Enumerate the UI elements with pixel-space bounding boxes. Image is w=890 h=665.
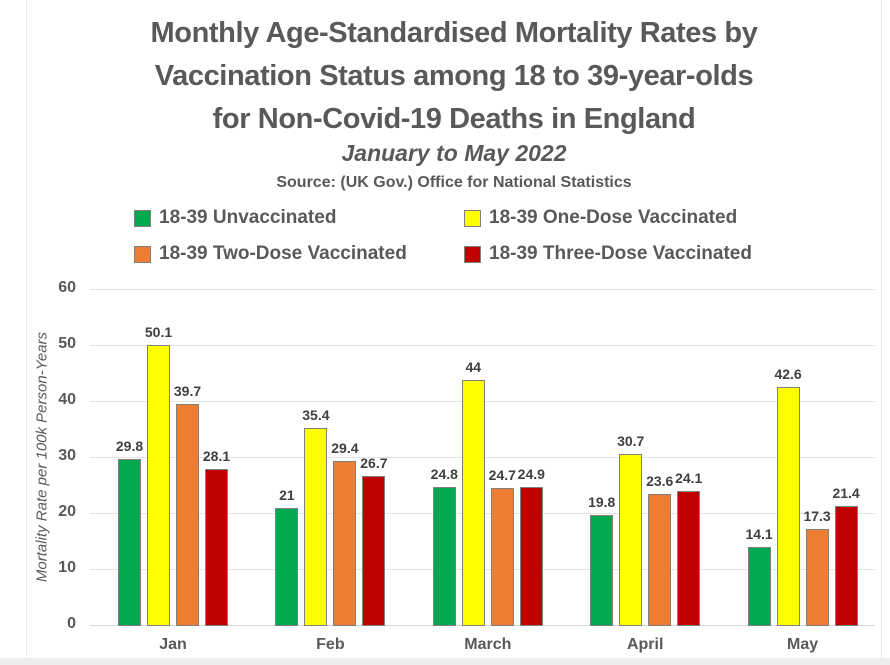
chart-title: Monthly Age-Standardised Mortality Rates… (26, 12, 882, 141)
legend: 18-39 Unvaccinated 18-39 One-Dose Vaccina… (26, 207, 882, 265)
x-tick-label: March (464, 636, 512, 653)
bar (304, 427, 328, 626)
bar-value-label: 50.1 (144, 324, 173, 341)
bar-value-label: 19.8 (588, 494, 616, 511)
bar-value-label: 35.4 (302, 406, 330, 423)
bar-value-label: 29.4 (331, 440, 359, 457)
bar-value-label: 29.8 (115, 438, 144, 455)
legend-label: 18-39 One-Dose Vaccinated (489, 207, 738, 228)
y-tick-label: 60 (58, 279, 76, 296)
chart-title-line-3: for Non-Covid-19 Deaths in England (212, 103, 696, 135)
plot-area: 29.8 50.1 39.7 28.1 Jan 21 35.4 29.4 26.7 Feb 24.8… (90, 289, 875, 653)
x-tick-label: May (787, 636, 819, 653)
bar (205, 468, 228, 626)
bar (275, 508, 299, 626)
bar-value-label: 30.7 (617, 433, 645, 450)
y-tick-label: 10 (58, 559, 76, 576)
legend-label: 18-39 Unvaccinated (159, 207, 337, 228)
bar (677, 491, 701, 626)
y-tick-label: 20 (58, 503, 76, 520)
bar-value-label: 23.6 (646, 472, 674, 489)
x-tick-label: Jan (159, 636, 187, 653)
bar (461, 379, 485, 626)
chart-source: Source: (UK Gov.) Office for National St… (276, 174, 632, 191)
chart-subtitle: January to May 2022 (341, 140, 567, 166)
bar (619, 454, 643, 626)
legend-label: 18-39 Two-Dose Vaccinated (159, 243, 407, 264)
gridline (90, 345, 875, 346)
bar-value-label: 44 (465, 358, 482, 375)
bar (776, 387, 800, 626)
bar (590, 515, 614, 626)
bar-value-label: 21 (279, 487, 295, 504)
bar-value-label: 26.7 (360, 455, 388, 472)
left-edge-line (26, 0, 27, 665)
bar-value-label: 39.7 (173, 382, 202, 399)
bar-value-label: 24.8 (430, 466, 458, 483)
bar (333, 461, 357, 626)
bar (432, 487, 456, 626)
bar-value-label: 24.1 (675, 470, 703, 487)
bar (176, 403, 199, 626)
bar-value-label: 42.6 (774, 366, 802, 383)
bar (519, 486, 543, 626)
y-tick-label: 0 (67, 615, 76, 632)
bar (805, 529, 829, 626)
y-tick-label: 50 (58, 335, 76, 352)
legend-swatch (134, 245, 151, 263)
legend-grid: 18-39 Unvaccinated 18-39 One-Dose Vaccina… (134, 207, 882, 265)
x-tick-label: Feb (316, 636, 345, 653)
legend-swatch (464, 209, 481, 227)
bar (834, 506, 858, 626)
y-tick-label: 30 (58, 447, 76, 464)
legend-item: 18-39 One-Dose Vaccinated (464, 207, 752, 229)
right-edge-line (881, 0, 882, 665)
gridline (90, 289, 875, 290)
bar-value-label: 24.9 (517, 465, 545, 482)
x-tick-label: April (626, 636, 664, 653)
bar (747, 547, 771, 626)
legend-item: 18-39 Unvaccinated (134, 207, 464, 229)
bottom-edge-strip (0, 658, 890, 665)
bar (118, 459, 141, 626)
bar (362, 476, 386, 626)
bar-value-label: 21.4 (832, 485, 860, 502)
bar (490, 487, 514, 626)
legend-item: 18-39 Three-Dose Vaccinated (464, 243, 752, 265)
y-tick-label: 40 (58, 391, 76, 408)
chart-title-line-2: Vaccination Status among 18 to 39-year-o… (154, 60, 754, 92)
legend-item: 18-39 Two-Dose Vaccinated (134, 243, 464, 265)
bar-value-label: 14.1 (745, 526, 773, 543)
chart-title-line-1: Monthly Age-Standardised Mortality Rates… (150, 17, 758, 49)
bar-value-label: 17.3 (803, 508, 831, 525)
legend-swatch (134, 209, 151, 227)
legend-swatch (464, 245, 481, 263)
bar-value-label: 24.7 (488, 466, 516, 483)
bar (147, 345, 170, 626)
bar-value-label: 28.1 (202, 447, 231, 464)
bar (648, 493, 672, 626)
legend-label: 18-39 Three-Dose Vaccinated (489, 243, 752, 264)
